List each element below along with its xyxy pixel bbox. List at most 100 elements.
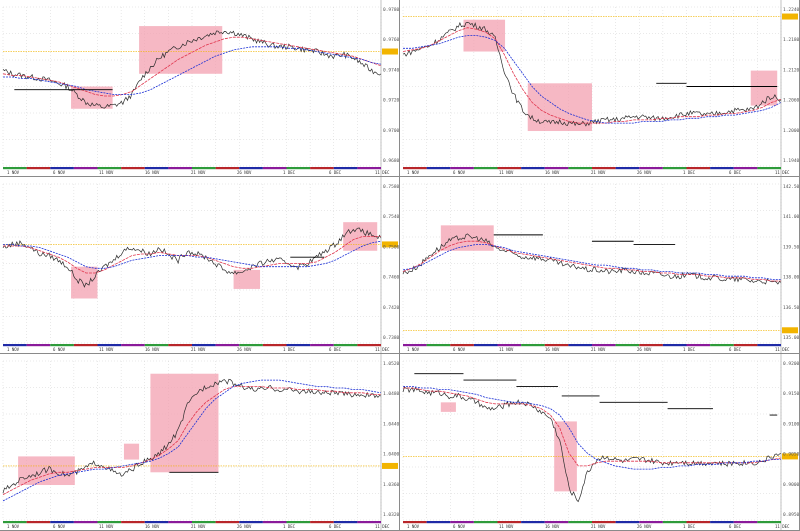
y-tick-label: 1.2060 bbox=[783, 98, 800, 104]
hline-price-box bbox=[782, 327, 798, 334]
y-tick-label: 0.9150 bbox=[783, 391, 800, 397]
time-stripe-segment bbox=[403, 344, 427, 347]
gridlines bbox=[2, 183, 382, 344]
time-stripe-segment bbox=[262, 167, 287, 170]
x-tick-label: 6 DEC bbox=[729, 347, 742, 352]
hline-price-box bbox=[782, 453, 798, 460]
time-stripe-segment bbox=[426, 344, 451, 347]
y-tick-label: 139.50 bbox=[783, 244, 800, 250]
time-stripe-segment bbox=[97, 344, 122, 347]
x-tick-label: 6 DEC bbox=[329, 347, 342, 352]
x-tick-label: 16 NOV bbox=[145, 347, 160, 352]
y-tick-label: 1.2240 bbox=[783, 7, 800, 13]
time-stripe-segment bbox=[639, 344, 663, 347]
y-tick-label: 0.7380 bbox=[383, 335, 400, 341]
time-stripe-segment bbox=[521, 167, 545, 170]
time-stripe-segment bbox=[686, 167, 711, 170]
gridlines bbox=[402, 360, 782, 521]
time-stripe-segment bbox=[286, 521, 311, 524]
x-tick-label: 6 NOV bbox=[53, 524, 66, 529]
fast-ma-line bbox=[403, 387, 782, 467]
time-stripe-segment bbox=[473, 167, 498, 170]
x-tick-label: 21 NOV bbox=[591, 347, 606, 352]
y-tick-label: 1.2000 bbox=[783, 128, 800, 134]
time-stripe-segment bbox=[333, 344, 358, 347]
fast-ma-line bbox=[402, 27, 782, 124]
y-tick-label: 1.0400 bbox=[383, 452, 400, 458]
chart-panel-2[interactable]: 1.2240 1.2180 1.2120 1.2060 1.2000 1.1940 1 NO… bbox=[400, 0, 800, 177]
y-tick-label: 1.0520 bbox=[383, 361, 400, 367]
time-stripe-segment bbox=[733, 344, 758, 347]
price-line bbox=[402, 233, 782, 285]
y-tick-label: 141.00 bbox=[783, 214, 800, 220]
x-tick-label: 1 NOV bbox=[407, 524, 420, 529]
y-tick-label: 0.9680 bbox=[383, 158, 400, 164]
time-stripe-segment bbox=[73, 521, 98, 524]
y-tick-label: 1.2120 bbox=[783, 67, 800, 73]
y-tick-label: 1.0480 bbox=[383, 391, 400, 397]
x-tick-label: 16 NOV bbox=[145, 170, 160, 175]
x-tick-label: 11 NOV bbox=[99, 170, 114, 175]
x-tick-label: 1 NOV bbox=[7, 170, 20, 175]
time-stripe-segment bbox=[310, 344, 334, 347]
x-tick-label: 26 NOV bbox=[237, 524, 252, 529]
gridlines bbox=[402, 183, 782, 344]
time-stripe-segment bbox=[473, 344, 498, 347]
chart-svg-2: 1.2240 1.2180 1.2120 1.2060 1.2000 1.1940 1 NO… bbox=[402, 0, 800, 176]
time-stripe-segment bbox=[97, 521, 122, 524]
x-tick-label: 1 DEC bbox=[683, 170, 696, 175]
time-stripe-segment bbox=[615, 167, 640, 170]
time-stripe-segment bbox=[544, 521, 569, 524]
zone-rect bbox=[71, 266, 98, 299]
y-tick-label: 142.50 bbox=[783, 184, 800, 190]
time-stripe-segment bbox=[262, 521, 287, 524]
x-tick-label: 1 DEC bbox=[283, 524, 296, 529]
y-tick-label: 1.1940 bbox=[783, 158, 800, 164]
time-stripe-segment bbox=[239, 521, 263, 524]
time-stripe-segment bbox=[168, 521, 192, 524]
zone-rect bbox=[440, 402, 456, 412]
time-stripe-segment bbox=[592, 344, 616, 347]
chart-panel-6[interactable]: 0.9200 0.9150 0.9100 0.9050 0.9000 0.8950 1 NO… bbox=[400, 354, 800, 531]
slow-ma-line bbox=[403, 35, 782, 124]
slow-ma-line bbox=[3, 240, 382, 269]
y-tick-label: 0.7460 bbox=[383, 275, 400, 281]
time-stripe-segment bbox=[733, 167, 758, 170]
chart-panel-1[interactable]: 0.9780 0.9760 0.9740 0.9720 0.9700 0.9680 1 NO… bbox=[0, 0, 400, 177]
time-stripe-segment bbox=[615, 344, 640, 347]
time-stripe-segment bbox=[121, 521, 145, 524]
x-tick-label: 16 NOV bbox=[545, 347, 560, 352]
chart-panel-4[interactable]: 142.50 141.00 139.50 138.00 136.50 135.00 1 NO… bbox=[400, 177, 800, 354]
time-stripe-segment bbox=[403, 167, 427, 170]
x-tick-label: 1 DEC bbox=[683, 347, 696, 352]
hline-price-box bbox=[382, 48, 398, 55]
time-stripe-segment bbox=[662, 167, 687, 170]
x-tick-label: 6 DEC bbox=[329, 170, 342, 175]
x-tick-label: 26 NOV bbox=[637, 524, 652, 529]
time-stripe-segment bbox=[450, 167, 474, 170]
y-tick-label: 1.0440 bbox=[383, 421, 400, 427]
y-tick-label: 0.9760 bbox=[383, 37, 400, 43]
y-tick-label: 0.7580 bbox=[383, 184, 400, 190]
time-stripe-segment bbox=[521, 521, 545, 524]
x-tick-label: 6 DEC bbox=[329, 524, 342, 529]
x-tick-label: 11 DEC bbox=[775, 347, 790, 352]
slow-ma-line bbox=[402, 244, 781, 280]
time-stripe-segment bbox=[426, 521, 451, 524]
x-tick-label: 11 DEC bbox=[775, 524, 790, 529]
time-stripe-segment bbox=[192, 344, 216, 347]
time-stripe-segment bbox=[333, 167, 358, 170]
time-stripe-segment bbox=[73, 344, 98, 347]
y-tick-label: 0.9200 bbox=[783, 361, 800, 367]
time-stripe-segment bbox=[239, 344, 263, 347]
fast-ma-line bbox=[3, 236, 381, 274]
time-stripe-segment bbox=[121, 167, 145, 170]
x-tick-label: 6 NOV bbox=[453, 524, 466, 529]
chart-panel-5[interactable]: 1.0520 1.0480 1.0440 1.0400 1.0360 1.0320 1 NO… bbox=[0, 354, 400, 531]
gridlines bbox=[402, 6, 782, 167]
time-stripe-segment bbox=[310, 521, 334, 524]
x-tick-label: 26 NOV bbox=[237, 170, 252, 175]
x-tick-label: 6 DEC bbox=[729, 524, 742, 529]
chart-panel-3[interactable]: 0.7580 0.7540 0.7500 0.7460 0.7420 0.7380 1 NO… bbox=[0, 177, 400, 354]
hline-price-box bbox=[382, 462, 398, 469]
